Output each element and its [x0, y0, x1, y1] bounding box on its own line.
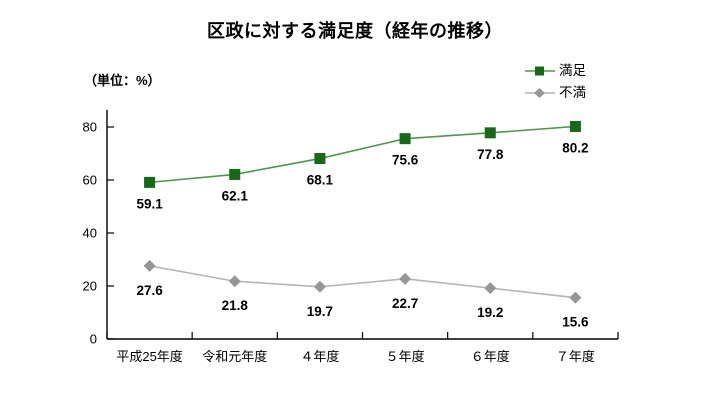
unit-label: （単位：%）: [84, 73, 161, 88]
data-label: 68.1: [307, 173, 334, 188]
marker-diamond: [313, 280, 326, 293]
x-category-label: ６年度: [471, 349, 510, 364]
legend-item-satisfied: 満足: [524, 62, 586, 79]
marker-diamond: [228, 275, 241, 288]
marker-diamond: [569, 291, 582, 304]
marker-square: [229, 168, 241, 180]
data-label: 75.6: [392, 153, 419, 168]
data-label: 21.8: [222, 298, 249, 313]
y-tick-label: 20: [83, 279, 97, 294]
marker-square: [144, 176, 156, 188]
marker-square: [399, 133, 411, 145]
marker-diamond: [143, 259, 156, 272]
x-category-label: 令和元年度: [202, 349, 267, 364]
y-tick-label: 40: [83, 226, 97, 241]
dissatisfied-marker-icon: [525, 87, 555, 98]
legend: 満足 不満: [524, 62, 586, 101]
data-label: 22.7: [392, 296, 418, 311]
marker-diamond: [484, 282, 497, 295]
chart-title: 区政に対する満足度（経年の推移）: [207, 21, 503, 41]
x-category-label: 平成25年度: [116, 349, 182, 364]
data-label: 27.6: [136, 283, 163, 298]
data-label: 80.2: [562, 140, 588, 155]
legend-label-satisfied: 満足: [559, 62, 586, 78]
data-label: 19.2: [477, 305, 503, 320]
x-category-label: ７年度: [556, 349, 595, 364]
x-category-label: ５年度: [386, 349, 425, 364]
data-label: 59.1: [136, 196, 163, 211]
series-line-満足: [149, 125, 576, 184]
satisfied-marker-icon: [525, 66, 555, 75]
data-label: 77.8: [477, 147, 504, 162]
marker-square: [314, 153, 326, 165]
data-label: 15.6: [562, 315, 589, 330]
data-label: 19.7: [307, 304, 333, 319]
legend-label-dissatisfied: 不満: [559, 84, 586, 100]
marker-diamond: [399, 272, 412, 285]
y-tick-label: 80: [83, 120, 97, 135]
marker-square: [569, 120, 581, 132]
series-line-不満: [149, 265, 576, 299]
legend-item-dissatisfied: 不満: [524, 84, 586, 101]
y-tick-label: 60: [83, 173, 97, 188]
marker-square: [484, 127, 496, 139]
y-tick-label: 0: [90, 332, 97, 347]
x-category-label: ４年度: [300, 349, 339, 364]
data-label: 62.1: [222, 188, 249, 203]
